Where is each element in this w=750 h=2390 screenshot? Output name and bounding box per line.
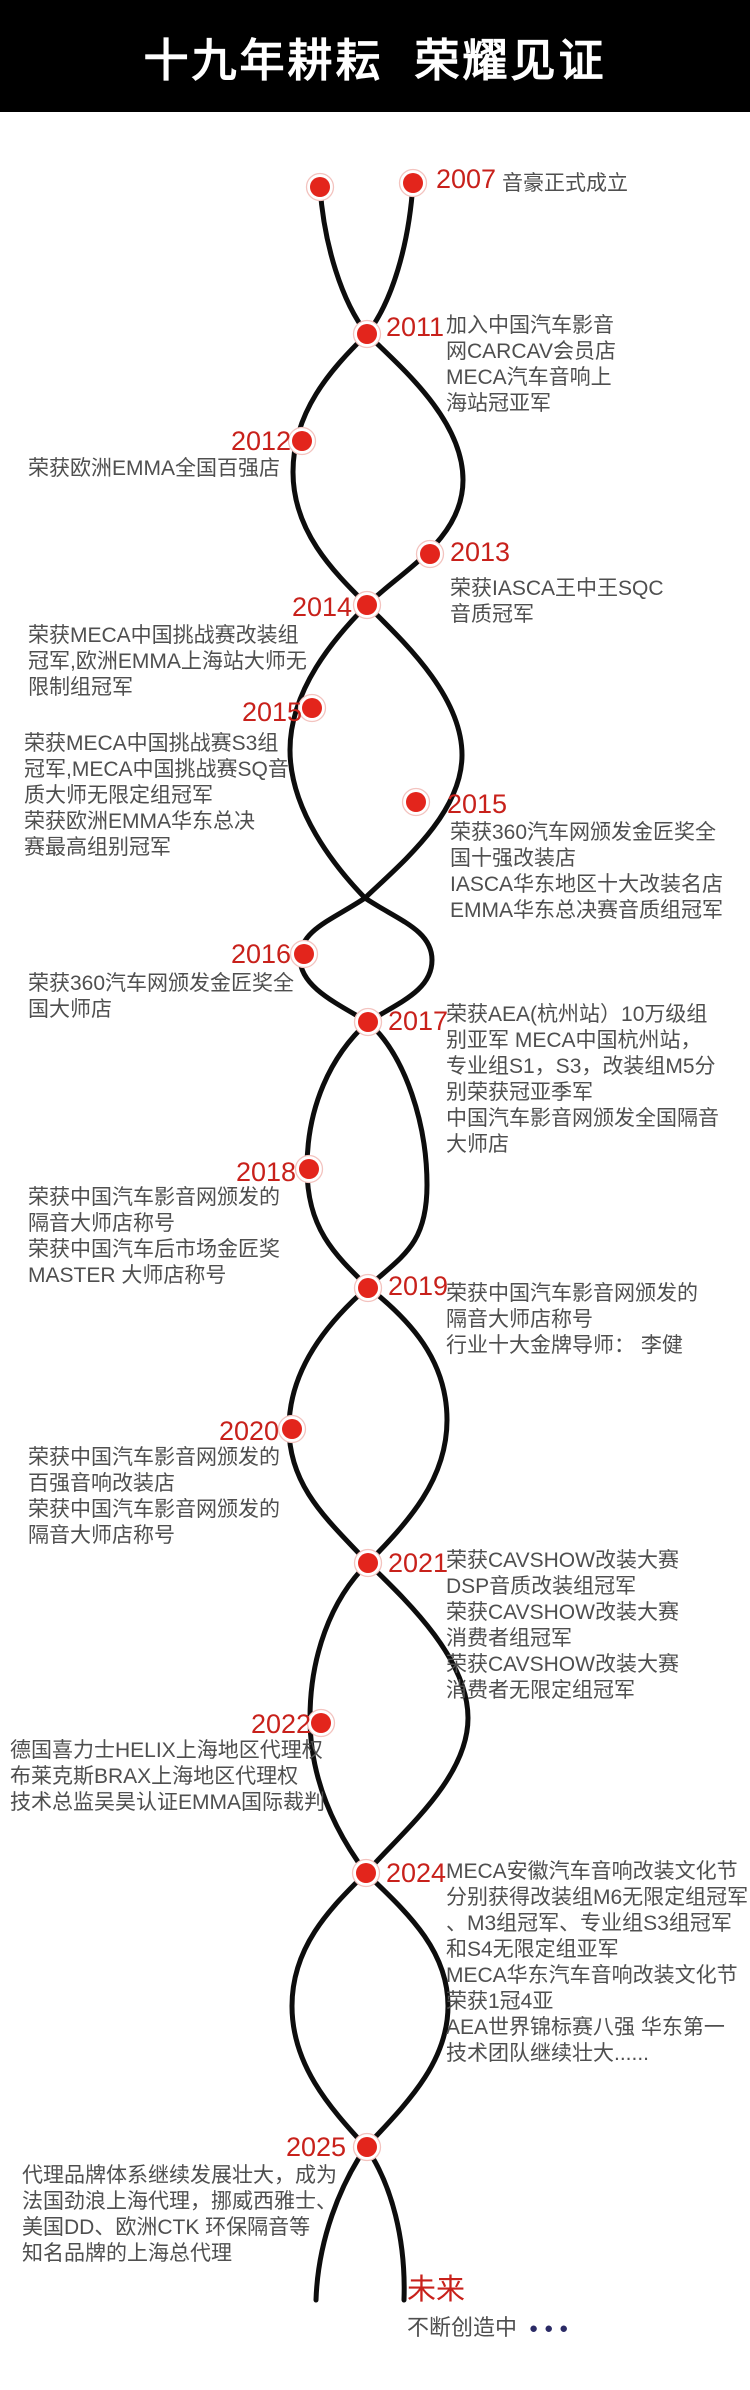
event-desc-2007: 音豪正式成立	[502, 172, 628, 195]
timeline-dot-2025	[352, 2132, 382, 2162]
timeline-dots	[277, 168, 445, 2162]
event-year-2013: 2013	[450, 537, 511, 567]
timeline-dot-2011	[352, 319, 382, 349]
event-year-2016: 2016	[231, 939, 292, 969]
event-desc-2022: 德国喜力士HELIX上海地区代理权 布莱克斯BRAX上海地区代理权 技术总监吴昊…	[10, 1739, 325, 1814]
ellipsis-dots-icon: ●●●	[529, 2320, 575, 2337]
timeline-dot-2015-right	[401, 787, 431, 817]
event-desc-2015-left: 荣获MECA中国挑战赛S3组 冠军,MECA中国挑战赛SQ音 质大师无限定组冠军…	[24, 732, 289, 859]
timeline-dot-2024	[351, 1858, 381, 1888]
event-desc-2021: 荣获CAVSHOW改装大赛 DSP音质改装组冠军 荣获CAVSHOW改装大赛 消…	[446, 1549, 679, 1702]
event-year-2007: 2007	[436, 164, 497, 194]
event-year-2022: 2022	[251, 1709, 312, 1739]
event-desc-2014: 荣获MECA中国挑战赛改装组 冠军,欧洲EMMA上海站大师无 限制组冠军	[28, 624, 307, 699]
future-desc: 不断创造中	[407, 2315, 518, 2340]
event-desc-2011: 加入中国汽车影音 网CARCAV会员店 MECA汽车音响上 海站冠亚军	[446, 314, 616, 415]
event-desc-2017: 荣获AEA(杭州站）10万级组 别亚军 MECA中国杭州站， 专业组S1，S3，…	[446, 1003, 719, 1156]
event-desc-2016: 荣获360汽车网颁发金匠奖全 国大师店	[28, 972, 295, 1021]
event-desc-2019: 荣获中国汽车影音网颁发的 隔音大师店称号 行业十大金牌导师： 李健	[446, 1282, 698, 1357]
timeline-dot-2021	[353, 1548, 383, 1578]
event-desc-2012: 荣获欧洲EMMA全国百强店	[28, 457, 280, 480]
event-year-2020: 2020	[219, 1416, 280, 1446]
event-year-2021: 2021	[388, 1548, 449, 1578]
timeline-dot-2007-b	[398, 168, 428, 198]
event-year-2018: 2018	[236, 1157, 297, 1187]
event-desc-2018: 荣获中国汽车影音网颁发的 隔音大师店称号 荣获中国汽车后市场金匠奖 MASTER…	[28, 1186, 280, 1287]
future-line: 不断创造中 ●●●	[407, 2310, 574, 2342]
event-year-2017: 2017	[388, 1006, 449, 1036]
event-year-2024: 2024	[386, 1858, 447, 1888]
timeline-dot-2022	[306, 1708, 336, 1738]
header-bar: 十九年耕耘 荣耀见证	[0, 0, 750, 112]
timeline-dot-2013	[415, 539, 445, 569]
event-desc-2024: MECA安徽汽车音响改装文化节 分别获得改装组M6无限定组冠军 、M3组冠军、专…	[446, 1860, 749, 2065]
event-desc-2020: 荣获中国汽车影音网颁发的 百强音响改装店 荣获中国汽车影音网颁发的 隔音大师店称…	[28, 1446, 280, 1547]
timeline-dot-2007-a	[305, 172, 335, 202]
event-desc-2025: 代理品牌体系继续发展壮大，成为 法国劲浪上海代理，挪威西雅士、 美国DD、欧洲C…	[22, 2164, 337, 2265]
event-year-2015-left: 2015	[242, 697, 303, 727]
timeline-dot-2016	[289, 939, 319, 969]
event-year-2011: 2011	[386, 312, 445, 342]
timeline-dot-2019	[353, 1273, 383, 1303]
timeline-dot-2015-left	[297, 693, 327, 723]
timeline-dot-2018	[294, 1154, 324, 1184]
page-title: 十九年耕耘 荣耀见证	[143, 34, 607, 86]
event-desc-2013: 荣获IASCA王中王SQC 音质冠军	[450, 577, 664, 626]
event-year-2014: 2014	[292, 592, 353, 622]
timeline-dot-2020	[277, 1414, 307, 1444]
timeline-dot-2012	[287, 426, 317, 456]
event-year-2012: 2012	[231, 426, 292, 456]
event-year-2019: 2019	[388, 1271, 449, 1301]
event-year-2015-right: 2015	[447, 789, 508, 819]
timeline-dot-2014	[352, 590, 382, 620]
helix-strand-right	[286, 180, 471, 2303]
event-desc-2015-right: 荣获360汽车网颁发金匠奖全 国十强改装店 IASCA华东地区十大改装名店 EM…	[450, 821, 724, 922]
future-label: 未来	[407, 2274, 466, 2306]
event-year-2025: 2025	[286, 2132, 347, 2162]
helix-strand-left	[287, 184, 466, 2303]
timeline-dot-2017	[353, 1007, 383, 1037]
